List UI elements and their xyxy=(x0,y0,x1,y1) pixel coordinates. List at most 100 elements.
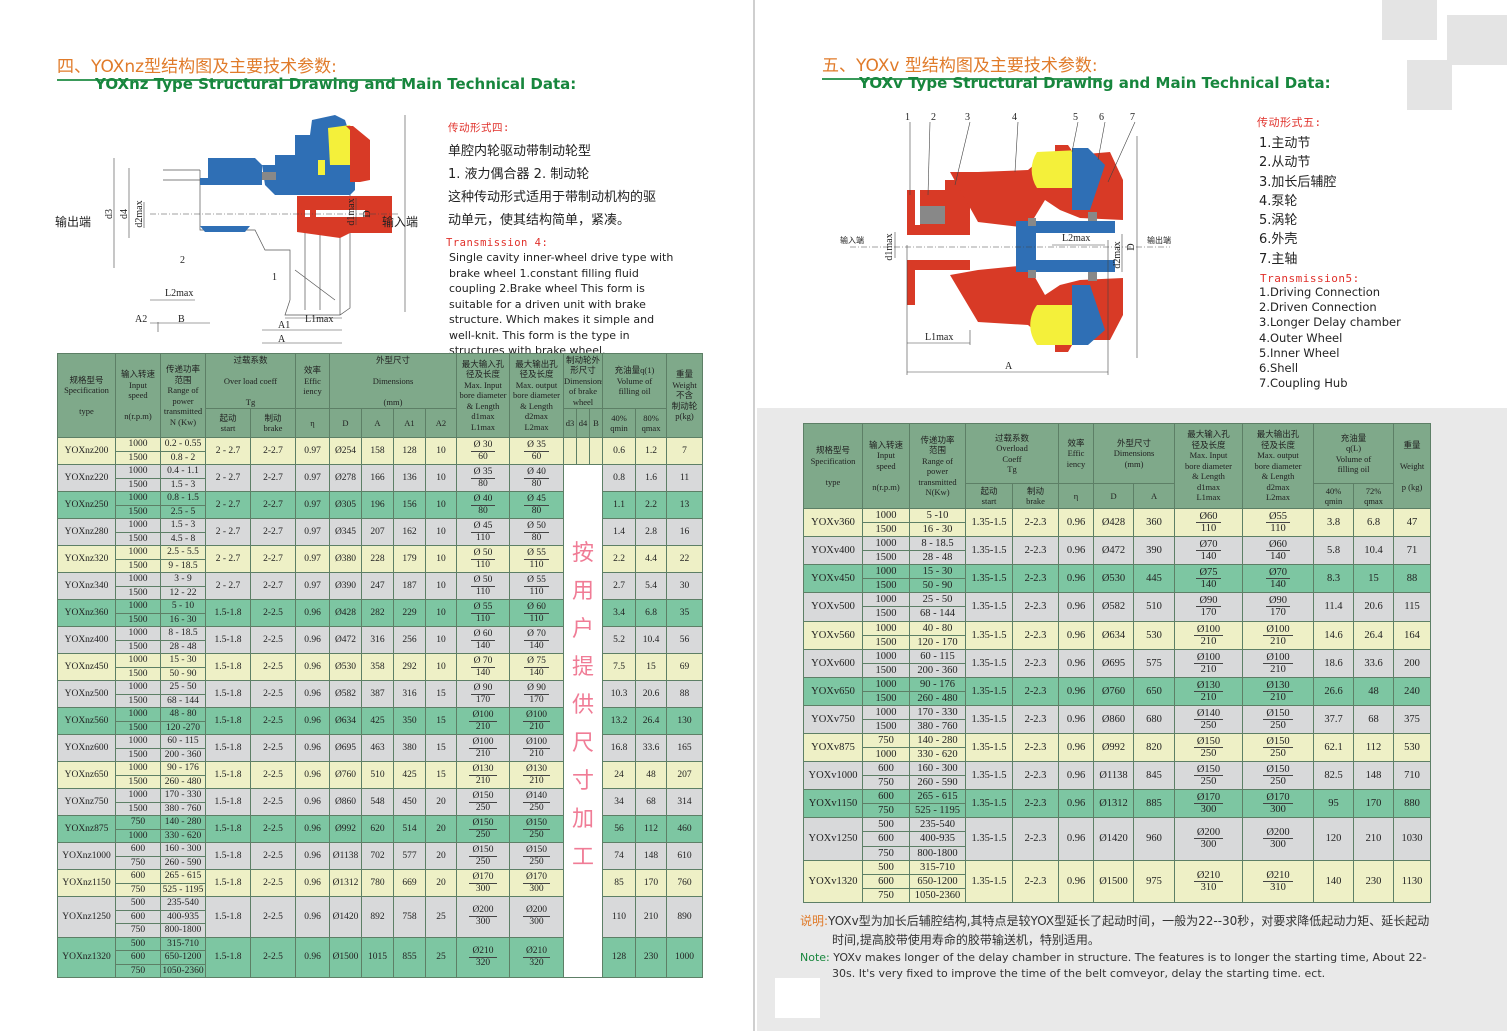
power-cell: 50 - 90 xyxy=(909,578,966,594)
power-cell: 15 - 30 xyxy=(160,653,206,668)
model-cell: YOXv750 xyxy=(803,704,863,735)
overload-brake-cell: 2-2.5 xyxy=(250,936,296,978)
dim-A2-cell: 20 xyxy=(425,788,457,816)
power-cell: 0.8 - 1.5 xyxy=(160,491,206,506)
output-bore-cell: Ø 60 110 xyxy=(509,599,564,627)
parts-list-cn: 1.主动节 2.从动节 3.加长后辅腔 4.泵轮 5.涡轮 6.外壳 7.主轴 xyxy=(1259,134,1336,269)
bore-length: 300 xyxy=(1270,839,1286,851)
oil-qmin-cell: 2.2 xyxy=(602,545,636,573)
bore-length: 170 xyxy=(529,694,544,705)
input-bore-cell: Ø100 210 xyxy=(456,707,510,735)
speed-cell: 750 xyxy=(115,923,161,938)
input-bore-cell: Ø 35 80 xyxy=(456,464,510,492)
bore-length: 300 xyxy=(529,917,544,928)
dim-A1-cell: 256 xyxy=(393,626,426,654)
part-item: 5.Inner Wheel xyxy=(1259,345,1340,360)
bore-length: 110 xyxy=(476,613,490,624)
bore-length: 210 xyxy=(529,775,544,786)
efficiency-cell: 0.96 xyxy=(295,869,330,897)
power-cell: 315-710 xyxy=(160,936,206,951)
speed-cell: 1000 xyxy=(862,676,910,692)
model-cell: YOXv600 xyxy=(803,648,863,678)
table-subrow: 750 1050-2360 xyxy=(804,887,1431,903)
table-row: YOXv560 1000 40 - 80 1.35-1.5 2-2.3 0.96 Ø634 5… xyxy=(803,620,1432,650)
oil-qmax-cell: 148 xyxy=(634,842,668,870)
output-bore-cell: Ø170 300 xyxy=(1242,789,1315,819)
power-cell: 15 - 30 xyxy=(909,564,966,580)
bore-diameter: Ø150 xyxy=(1263,764,1293,777)
efficiency-cell: 0.96 xyxy=(1058,704,1095,735)
power-cell: 200 - 360 xyxy=(909,662,966,678)
power-cell: 28 - 48 xyxy=(160,639,206,654)
header-overload: 过载系数 Overload Coeff Tg xyxy=(964,423,1060,484)
overload-brake-cell: 2-2.5 xyxy=(250,842,296,870)
bore-diameter: Ø150 xyxy=(469,818,497,830)
dim-A2-cell: 10 xyxy=(425,491,457,519)
bore-diameter: Ø70 xyxy=(1265,567,1291,580)
table-subrow: 750 260 - 590 xyxy=(804,775,1431,791)
dim-D-cell: Ø530 xyxy=(329,653,362,681)
weight-cell: 710 xyxy=(1393,761,1432,791)
speed-cell: 1000 xyxy=(115,545,161,560)
table-row: YOXnz1150 600 265 - 615 1.5-1.8 2-2.5 0.96 Ø13… xyxy=(57,869,704,897)
efficiency-cell: 0.97 xyxy=(295,437,330,465)
oil-qmin-cell: 37.7 xyxy=(1313,704,1355,735)
power-cell: 60 - 115 xyxy=(909,648,966,664)
oil-qmin-cell: 3.8 xyxy=(1313,507,1355,538)
dim-A1-cell: 128 xyxy=(393,437,426,465)
bore-length: 300 xyxy=(529,883,544,894)
dim-A2-cell: 10 xyxy=(425,437,457,465)
power-cell: 260 - 590 xyxy=(909,775,966,791)
dim-A-cell: 316 xyxy=(361,626,394,654)
output-bore-cell: Ø140 250 xyxy=(509,788,564,816)
bore-diameter: Ø150 xyxy=(469,845,497,857)
header-d3: d3 xyxy=(563,408,577,438)
oil-qmin-cell: 120 xyxy=(1313,817,1355,861)
speed-cell: 500 xyxy=(115,936,161,951)
overload-start-cell: 2 - 2.7 xyxy=(205,464,251,492)
part-7-label: 7 xyxy=(1130,112,1135,123)
efficiency-cell: 0.96 xyxy=(295,599,330,627)
overload-start-cell: 1.35-1.5 xyxy=(965,564,1013,594)
bore-diameter: Ø 30 xyxy=(470,440,496,452)
overload-start-cell: 1.5-1.8 xyxy=(205,842,251,870)
bore-diameter: Ø60 xyxy=(1196,511,1221,524)
dim-A-cell: 196 xyxy=(361,491,394,519)
power-cell: 170 - 330 xyxy=(909,704,966,720)
weight-cell: 71 xyxy=(1393,536,1432,566)
oil-qmax-cell: 68 xyxy=(1353,704,1395,735)
d2max-label: d2max xyxy=(1112,241,1123,268)
dim-D-cell: Ø380 xyxy=(329,545,362,573)
bore-diameter: Ø90 xyxy=(1196,595,1221,608)
efficiency-cell: 0.96 xyxy=(295,842,330,870)
table-subrow: 1500 9 - 18.5 xyxy=(58,558,703,573)
input-bore-cell: Ø170 300 xyxy=(456,869,510,897)
oil-qmin-cell: 11.4 xyxy=(1313,592,1355,622)
part-4-label: 4 xyxy=(1012,112,1017,123)
header-spec: 规格型号 Specification type xyxy=(57,353,116,438)
header-brake: 制动 brake xyxy=(250,408,296,438)
table-subrow: 1500 50 - 90 xyxy=(804,578,1431,594)
weight-cell: 69 xyxy=(666,653,704,681)
model-cell: YOXnz1000 xyxy=(57,842,116,870)
power-cell: 60 - 115 xyxy=(160,734,206,749)
speed-cell: 500 xyxy=(115,896,161,911)
table-subrow: 1500 120 -270 xyxy=(58,720,703,735)
power-cell: 380 - 760 xyxy=(160,801,206,816)
bore-diameter: Ø150 xyxy=(1193,736,1224,749)
part-item: 2.从动节 xyxy=(1259,155,1311,171)
transmission-4-en-desc: Single cavity inner-wheel drive type wit… xyxy=(449,251,674,357)
dim-A2-cell: 10 xyxy=(425,518,457,546)
dim-A1-cell: 229 xyxy=(393,599,426,627)
power-cell: 525 - 1195 xyxy=(160,882,206,897)
brake-wheel-shape xyxy=(200,158,262,185)
overload-start-cell: 1.5-1.8 xyxy=(205,734,251,762)
model-cell: YOXnz400 xyxy=(57,626,116,654)
speed-cell: 1000 xyxy=(115,828,161,843)
model-cell: YOXv650 xyxy=(803,676,863,706)
oil-qmin-cell: 3.4 xyxy=(602,599,636,627)
dim-D-cell: Ø695 xyxy=(1093,648,1135,678)
dim-A-cell: 207 xyxy=(361,518,394,546)
header-eff: 效率 Effic iency xyxy=(1058,423,1095,484)
